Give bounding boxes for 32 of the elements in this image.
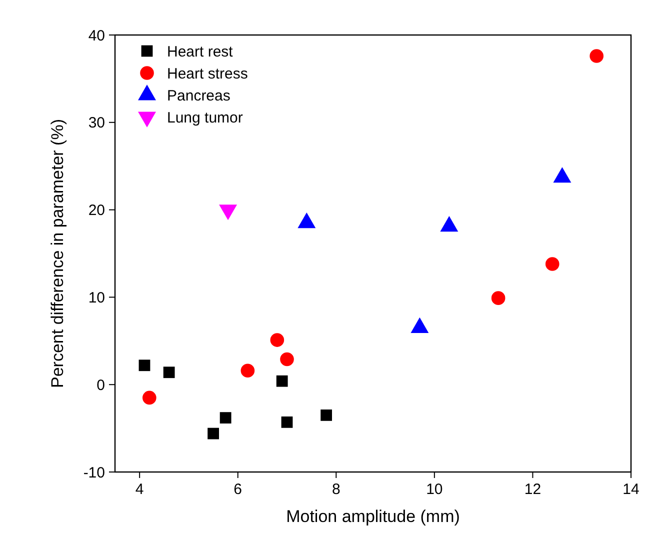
y-axis-title: Percent difference in parameter (%): [48, 119, 67, 388]
point: [270, 333, 284, 347]
y-tick-label: 10: [88, 289, 105, 306]
legend-label: Heart rest: [167, 43, 234, 60]
x-tick-label: 10: [426, 481, 443, 498]
x-axis-title: Motion amplitude (mm): [286, 507, 460, 526]
x-tick-label: 14: [622, 481, 640, 498]
point: [138, 360, 150, 372]
point: [208, 428, 219, 440]
point: [240, 364, 255, 378]
point: [320, 409, 332, 421]
legend-label: Lung tumor: [167, 109, 243, 126]
point: [220, 412, 232, 424]
point: [590, 49, 604, 63]
legend-label: Pancreas: [167, 87, 230, 104]
x-tick-label: 6: [234, 481, 242, 498]
point: [142, 390, 156, 405]
point: [280, 352, 294, 366]
y-tick-label: -10: [83, 464, 105, 482]
x-tick-label: 12: [524, 481, 542, 498]
legend-label: Heart stress: [167, 65, 248, 82]
point: [281, 416, 293, 428]
x-tick-label: 8: [332, 481, 340, 498]
point: [491, 291, 506, 305]
point: [276, 375, 288, 387]
y-tick-label: 40: [88, 27, 105, 44]
x-tick-label: 4: [135, 481, 144, 498]
point: [545, 257, 560, 271]
y-tick-label: 0: [96, 376, 105, 394]
point: [163, 366, 175, 378]
y-tick-label: 30: [88, 114, 105, 132]
y-tick-label: 20: [88, 202, 105, 220]
